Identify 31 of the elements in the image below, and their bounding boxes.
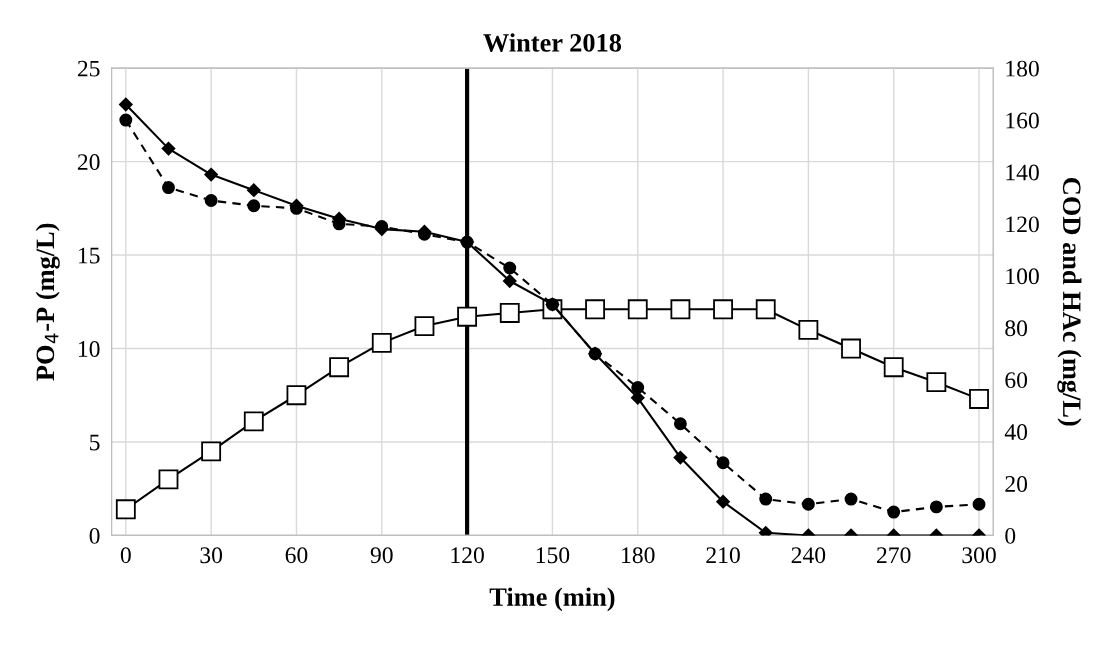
- x-tick-label: 90: [370, 547, 393, 564]
- y2-tick-label: 180: [1006, 60, 1039, 77]
- y-tick-label: 20: [77, 154, 100, 171]
- y-tick-label: 0: [89, 527, 100, 544]
- y-axis-title: PO$_{4}$-P (mg/L): [35, 223, 60, 381]
- y2-tick-label: 160: [1006, 112, 1039, 129]
- y2-tick-label: 80: [1005, 320, 1028, 337]
- y-tick-label: 25: [77, 60, 100, 77]
- y2-tick-label: 0: [1005, 527, 1016, 544]
- x-tick-label: 30: [200, 547, 223, 564]
- y2-tick-label: 140: [1006, 164, 1039, 181]
- chart-title: Winter 2018: [483, 33, 622, 52]
- x-tick-label: 210: [706, 547, 740, 564]
- x-tick-label: 300: [962, 547, 996, 564]
- y2-tick-label: 20: [1005, 476, 1028, 492]
- y2-tick-label: 100: [1006, 268, 1039, 285]
- x-axis-title: Time (min): [489, 587, 615, 612]
- x-tick-label: 240: [791, 547, 826, 564]
- y-tick-label: 15: [78, 247, 100, 264]
- y-tick-label: 10: [78, 341, 100, 357]
- x-tick-label: 60: [285, 547, 308, 564]
- x-tick-label: 0: [120, 547, 131, 564]
- y-tick-label: 5: [90, 434, 100, 451]
- x-tick-label: 180: [622, 547, 655, 564]
- x-tick-label: 120: [451, 547, 484, 564]
- y2-axis-title: COD and HAc (mg/L): [1057, 178, 1082, 426]
- y2-tick-label: 40: [1004, 424, 1028, 441]
- y2-tick-label: 120: [1006, 216, 1039, 233]
- x-tick-label: 150: [536, 547, 570, 564]
- y2-tick-label: 60: [1005, 372, 1028, 389]
- x-tick-label: 270: [877, 547, 911, 564]
